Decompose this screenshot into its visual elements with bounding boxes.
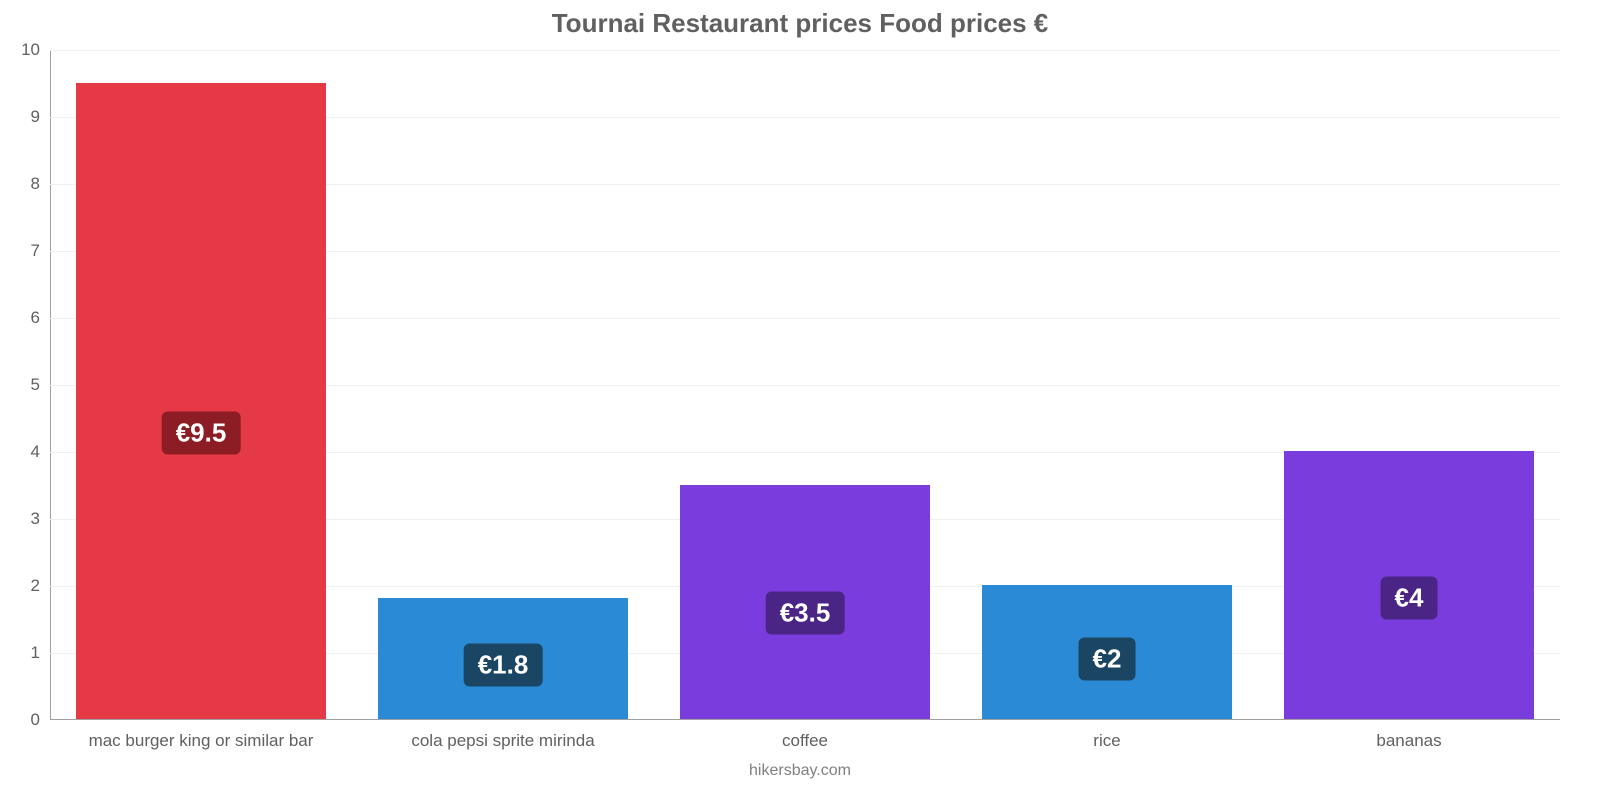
x-tick-label: bananas (1376, 719, 1441, 751)
value-badge: €1.8 (464, 643, 543, 686)
y-tick-label: 0 (31, 710, 50, 730)
value-badge: €9.5 (162, 411, 241, 454)
y-tick-label: 5 (31, 375, 50, 395)
value-badge: €3.5 (766, 592, 845, 635)
y-tick-label: 6 (31, 308, 50, 328)
x-tick-label: rice (1093, 719, 1120, 751)
bar (76, 83, 326, 720)
grid-line (50, 50, 1560, 51)
y-tick-label: 9 (31, 107, 50, 127)
plot-area: 012345678910€9.5mac burger king or simil… (50, 50, 1560, 720)
y-tick-label: 4 (31, 442, 50, 462)
y-tick-label: 1 (31, 643, 50, 663)
value-badge: €2 (1079, 637, 1136, 680)
x-tick-label: mac burger king or similar bar (89, 719, 314, 751)
y-tick-label: 3 (31, 509, 50, 529)
x-tick-label: cola pepsi sprite mirinda (411, 719, 594, 751)
value-badge: €4 (1381, 577, 1438, 620)
y-tick-label: 8 (31, 174, 50, 194)
chart-title: Tournai Restaurant prices Food prices € (0, 8, 1600, 39)
y-tick-label: 10 (21, 40, 50, 60)
attribution-text: hikersbay.com (0, 762, 1600, 780)
price-chart: Tournai Restaurant prices Food prices € … (0, 0, 1600, 800)
y-tick-label: 2 (31, 576, 50, 596)
x-tick-label: coffee (782, 719, 828, 751)
y-tick-label: 7 (31, 241, 50, 261)
